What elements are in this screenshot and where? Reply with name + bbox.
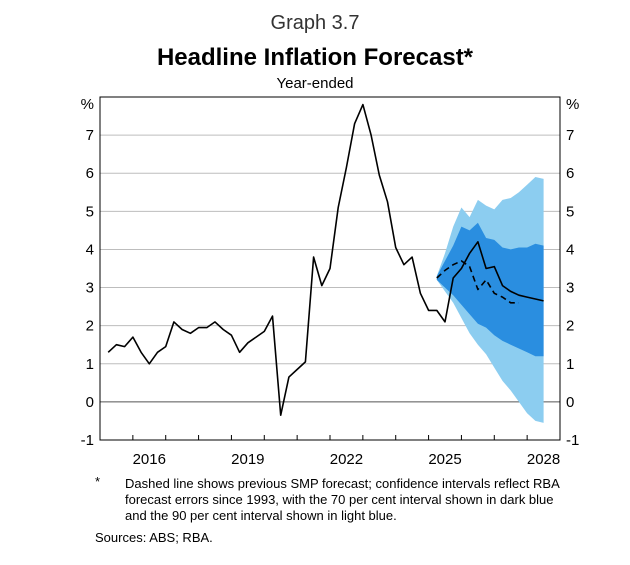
- y-tick-label-right: -1: [566, 432, 579, 449]
- x-tick-label: 2022: [330, 451, 363, 468]
- y-tick-label-left: -1: [81, 432, 94, 449]
- chart-title: Headline Inflation Forecast*: [156, 44, 474, 71]
- y-tick-label-left: 6: [86, 165, 94, 182]
- y-tick-label-right: 3: [566, 280, 574, 297]
- confidence-band-70: [436, 222, 544, 357]
- x-tick-label: 2016: [133, 451, 166, 468]
- y-tick-label-right: 1: [566, 356, 574, 373]
- y-tick-label-left: 7: [86, 127, 94, 144]
- graph-label: Graph 3.7: [270, 12, 360, 34]
- y-tick-label-right: 2: [566, 318, 574, 335]
- sources: Sources: ABS; RBA.: [95, 530, 213, 545]
- x-tick-label: 2028: [527, 451, 560, 468]
- y-unit-right: %: [566, 96, 579, 113]
- y-tick-label-right: 5: [566, 203, 574, 220]
- chart-subtitle: Year-ended: [276, 75, 354, 92]
- x-tick-label: 2025: [428, 451, 461, 468]
- y-unit-left: %: [81, 96, 94, 113]
- x-tick-label: 2019: [231, 451, 264, 468]
- y-tick-label-left: 1: [86, 356, 94, 373]
- footnote: Dashed line shows previous SMP forecast;…: [125, 476, 560, 523]
- y-tick-label-right: 0: [566, 394, 574, 411]
- y-tick-label-left: 0: [86, 394, 94, 411]
- y-tick-label-left: 5: [86, 203, 94, 220]
- series-line-actual: [107, 103, 544, 417]
- y-tick-label-right: 4: [566, 241, 574, 258]
- y-tick-label-left: 4: [86, 241, 94, 258]
- y-tick-label-right: 7: [566, 127, 574, 144]
- series-line-previous: [436, 260, 519, 304]
- y-tick-label-left: 2: [86, 318, 94, 335]
- y-tick-label-right: 6: [566, 165, 574, 182]
- footnote-mark: *: [95, 474, 101, 489]
- y-tick-label-left: 3: [86, 280, 94, 297]
